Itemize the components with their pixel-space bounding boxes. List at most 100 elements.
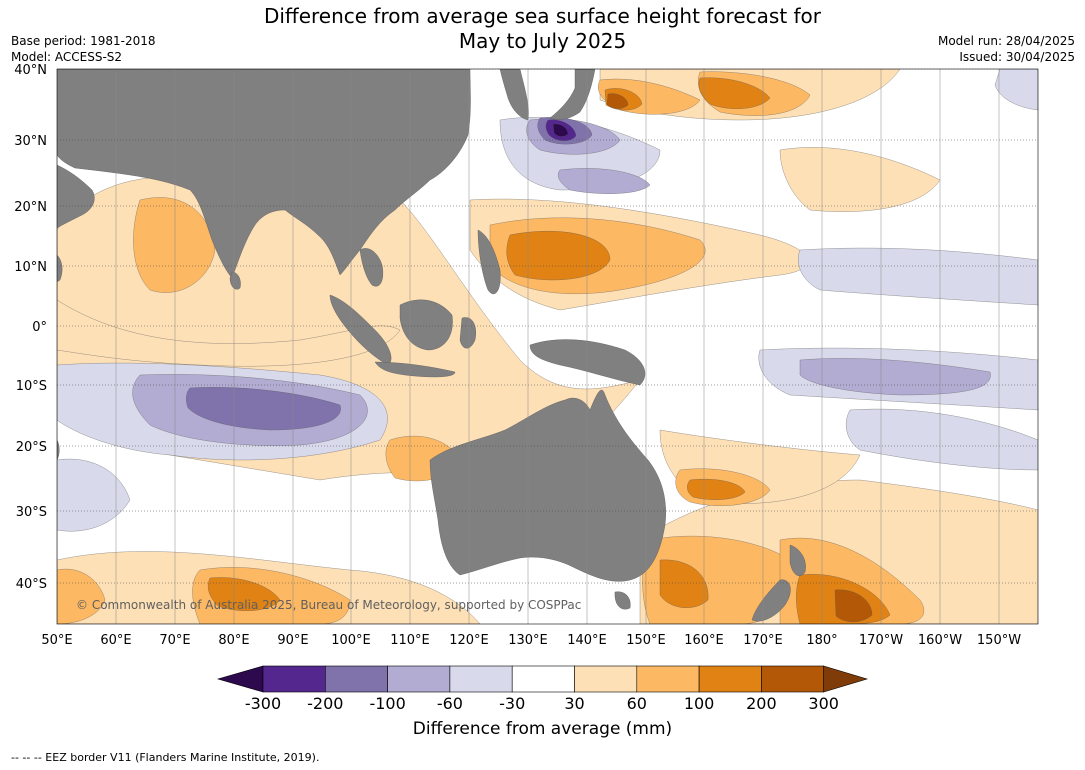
colorbar-label: 60 [627,694,647,713]
longitude-label: 90°E [277,633,308,648]
map-frame [56,68,1039,625]
asia-landmass [57,69,471,279]
longitude-label: 170°W [859,633,903,648]
issued-date: Issued: 30/04/2025 [959,50,1075,64]
java [374,361,456,378]
longitude-label: 130°E [508,633,548,648]
australia [429,389,666,582]
longitude-labels: 50°E 60°E 70°E 80°E 90°E 100°E 110°E 120°E 130°E… [41,633,1021,648]
eez-footnote: -- -- -- EEZ border V11 (Flanders Marine… [11,751,320,764]
colorbar-label: -100 [369,694,405,713]
longitude-label: 150°E [626,633,666,648]
colorbar-swatch [511,665,575,693]
sri-lanka [229,271,241,290]
latitude-label: 10°N [14,260,47,275]
chart-title: Difference from average sea surface heig… [0,4,1085,54]
philippines [477,229,501,295]
colorbar-swatch [262,665,326,693]
anomaly-region [506,231,611,281]
anomaly-region [799,358,991,396]
longitude-label: 140°E [567,633,607,648]
base-info: Base period: 1981-2018 Model: ACCESS-S2 [11,33,156,65]
longitude-label: 150°W [977,633,1021,648]
title-line-2: May to July 2025 [458,29,627,53]
anomaly-region [186,387,341,431]
anomaly-field [57,69,1038,624]
anomaly-region [133,197,216,293]
colorbar-swatch [324,665,388,693]
anomaly-region [57,458,131,532]
new-guinea [529,339,646,386]
colorbar-label: -300 [245,694,281,713]
model-run: Model run: 28/04/2025 [937,34,1075,48]
longitude-label: 160°E [684,633,724,648]
longitude-label: 170°E [743,633,783,648]
tasmania [614,591,631,610]
colorbar-swatch [574,665,638,693]
map-area: © Commonwealth of Australia 2025, Bureau… [57,69,1038,624]
map-gridlines [57,69,1038,624]
anomaly-region [606,93,629,109]
latitude-label: 30°N [14,134,47,149]
japan [549,69,596,120]
model-name: Model: ACCESS-S2 [11,50,123,64]
run-info: Model run: 28/04/2025 Issued: 30/04/2025 [938,33,1075,65]
africa-horn [57,254,63,283]
longitude-label: 70°E [159,633,190,648]
new-zealand-north [789,544,806,576]
colorbar-high-extend [823,665,869,693]
longitude-label: 60°E [100,633,131,648]
longitude-label: 180° [806,633,837,648]
colorbar-label: 300 [808,694,839,713]
korea-japan [499,69,529,121]
latitude-label: 40°N [14,63,47,78]
colorbar-label: 30 [564,694,584,713]
longitude-label: 110°E [390,633,430,648]
latitude-label: 10°S [16,379,47,394]
borneo [399,299,453,351]
title-line-1: Difference from average sea surface heig… [263,4,822,28]
arabia [57,164,95,229]
colorbar-title: Difference from average (mm) [412,719,673,739]
anomaly-region [57,299,401,367]
anomaly-region [779,147,941,212]
anomaly-region [558,168,651,194]
colorbar-label: -30 [499,694,525,713]
colorbar-label: 100 [684,694,715,713]
longitude-label: 100°E [331,633,371,648]
land-masses [57,69,806,622]
anomaly-region [798,247,1038,306]
anomaly-region [845,408,1038,471]
anomaly-region [552,123,569,137]
colorbar-swatch [387,665,451,693]
colorbar-label: -200 [307,694,343,713]
colorbar-swatch [636,665,700,693]
longitude-label: 160°W [918,633,962,648]
indochina [359,248,384,287]
latitude-label: 40°S [16,577,47,592]
colorbar-label: 200 [746,694,777,713]
colorbar: -300 -200 -100 -60 -30 30 60 100 200 300 [216,665,869,713]
anomaly-region [687,479,746,500]
copyright-notice: © Commonwealth of Australia 2025, Bureau… [76,598,581,612]
longitude-label: 120°E [449,633,489,648]
anomaly-region [834,589,873,623]
new-zealand-south [751,579,791,622]
anomaly-region [207,577,281,611]
latitude-label: 20°N [14,200,47,215]
colorbar-low-extend [216,665,264,693]
latitude-label: 30°S [16,505,47,520]
colorbar-label: -60 [437,694,463,713]
colorbar-swatch [449,665,513,693]
anomaly-region [659,559,709,608]
longitude-label: 80°E [218,633,249,648]
sulawesi [459,317,476,349]
latitude-label: 20°S [16,440,47,455]
latitude-labels: 40°N 30°N 20°N 10°N 0° 10°S 20°S 30°S 40°S [14,63,47,592]
longitude-label: 50°E [41,633,72,648]
latitude-label: 0° [32,320,47,335]
colorbar-swatch [698,665,762,693]
colorbar-swatch [761,665,825,693]
anomaly-region [698,77,771,109]
